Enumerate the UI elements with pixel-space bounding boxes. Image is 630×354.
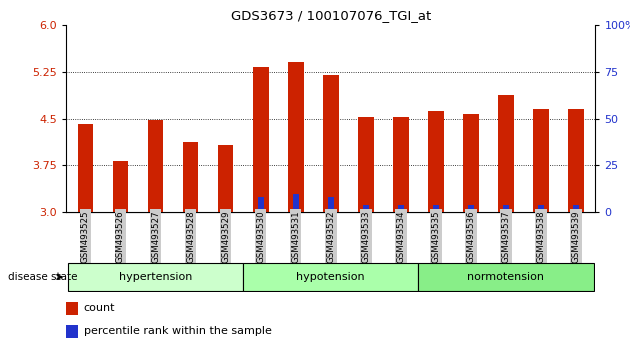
- Bar: [468, 205, 474, 212]
- Bar: [258, 198, 264, 212]
- Text: GSM493529: GSM493529: [221, 210, 230, 263]
- Bar: [533, 109, 549, 212]
- Bar: [113, 161, 129, 212]
- Bar: [218, 145, 234, 212]
- Bar: [66, 302, 77, 315]
- FancyBboxPatch shape: [418, 263, 593, 291]
- Bar: [503, 205, 509, 212]
- Text: GSM493531: GSM493531: [291, 210, 301, 263]
- Text: hypotension: hypotension: [297, 272, 365, 282]
- Bar: [253, 67, 268, 212]
- Text: GSM493534: GSM493534: [396, 210, 405, 263]
- Bar: [538, 205, 544, 212]
- Bar: [183, 142, 198, 212]
- Text: GSM493527: GSM493527: [151, 210, 160, 263]
- Text: GSM493539: GSM493539: [571, 210, 581, 263]
- Bar: [117, 209, 123, 212]
- Bar: [152, 209, 159, 212]
- Bar: [428, 111, 444, 212]
- Bar: [292, 194, 299, 212]
- Bar: [358, 117, 374, 212]
- FancyBboxPatch shape: [243, 263, 418, 291]
- Bar: [328, 198, 334, 212]
- Bar: [568, 109, 584, 212]
- Bar: [323, 75, 339, 212]
- Text: hypertension: hypertension: [119, 272, 192, 282]
- Bar: [498, 96, 514, 212]
- Bar: [363, 205, 369, 212]
- Bar: [573, 205, 579, 212]
- Bar: [463, 114, 479, 212]
- Bar: [147, 120, 163, 212]
- Text: GSM493528: GSM493528: [186, 210, 195, 263]
- Text: percentile rank within the sample: percentile rank within the sample: [84, 326, 272, 336]
- Text: GSM493538: GSM493538: [537, 210, 546, 263]
- Bar: [222, 209, 229, 212]
- Bar: [398, 205, 404, 212]
- Bar: [66, 325, 77, 338]
- Title: GDS3673 / 100107076_TGI_at: GDS3673 / 100107076_TGI_at: [231, 9, 431, 22]
- Text: normotension: normotension: [467, 272, 544, 282]
- Bar: [83, 209, 89, 212]
- Text: GSM493536: GSM493536: [466, 210, 476, 263]
- Text: GSM493526: GSM493526: [116, 210, 125, 263]
- Bar: [77, 124, 93, 212]
- Bar: [288, 62, 304, 212]
- Bar: [393, 117, 409, 212]
- Text: GSM493535: GSM493535: [432, 210, 440, 263]
- Text: GSM493532: GSM493532: [326, 210, 335, 263]
- Text: GSM493537: GSM493537: [501, 210, 510, 263]
- Text: disease state: disease state: [8, 272, 77, 282]
- Bar: [433, 205, 439, 212]
- Text: GSM493525: GSM493525: [81, 210, 90, 263]
- Text: GSM493533: GSM493533: [361, 210, 370, 263]
- Bar: [187, 209, 193, 212]
- FancyBboxPatch shape: [68, 263, 243, 291]
- Text: GSM493530: GSM493530: [256, 210, 265, 263]
- Text: count: count: [84, 303, 115, 313]
